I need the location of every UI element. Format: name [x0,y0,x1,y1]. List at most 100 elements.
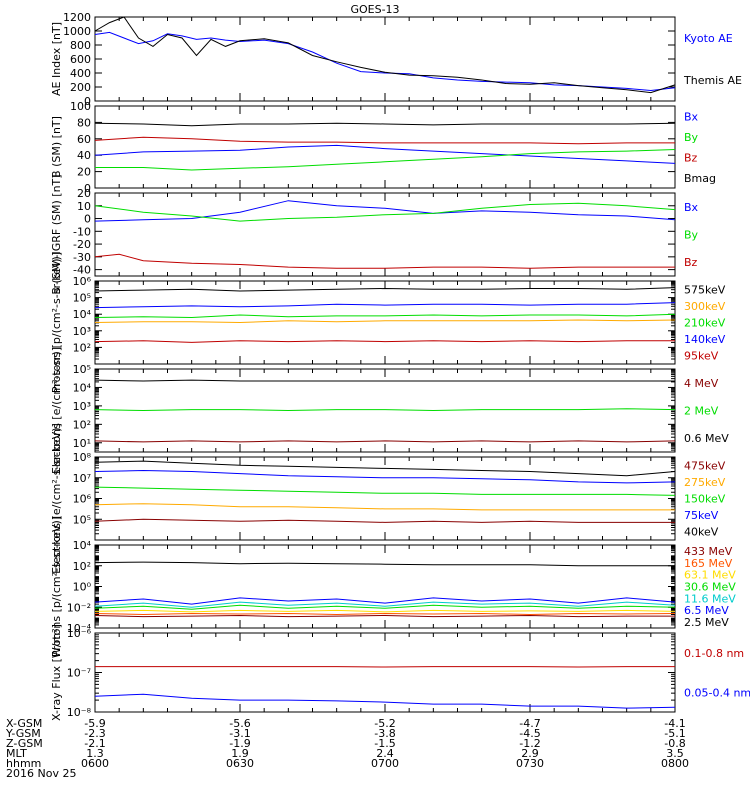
y-tick-label: 10⁻⁸ [67,706,92,719]
legend-label: 40keV [684,526,719,539]
series-line-ae-0 [94,31,676,92]
series-line-protons2-0 [94,614,675,618]
x-row-value: 0630 [226,757,254,770]
y-tick-label: 10⁻⁶ [67,627,92,640]
legend-label: 140keV [684,333,726,346]
y-axis-label: Protons [p/(cm²-s-sr-keV)] [50,516,63,657]
panel-frame [94,280,676,365]
legend-label: By [684,131,699,144]
legend-label: 95keV [684,350,719,363]
x-row-value: 0730 [516,757,544,770]
y-tick-label: 10⁵ [73,513,91,526]
series-line-electrons2-4 [94,460,676,477]
x-row-value: 2.4 [376,747,394,760]
legend-label: 2.5 MeV [684,616,729,629]
y-tick-label: 10⁻⁴ [67,622,92,635]
y-tick-label: 10⁷ [73,472,91,485]
y-axis-label: AE Index [nT] [50,22,63,96]
x-row-value: -5.9 [84,717,105,730]
x-row-label: X-GSM [6,717,42,730]
series-line-bsm-3 [94,122,676,127]
legend-label: Bmag [684,172,716,185]
y-tick-label: -30 [73,251,91,264]
x-row-value: -4.7 [519,717,540,730]
series-line-bsm-1 [95,149,676,171]
y-tick-label: -40 [73,264,91,277]
x-row-value: -4.5 [519,727,540,740]
panel-frame [94,16,676,102]
x-row-value: -1.2 [519,737,540,750]
y-tick-label: 10³ [73,400,91,413]
series-line-bsm-0 [94,144,676,164]
legend-label: 0.05-0.4 nm [684,686,750,699]
x-row-value: 2.9 [521,747,539,760]
series-line-protons2-1 [94,612,676,616]
series-line-protons2-5 [94,597,676,605]
series-line-electrons1-0 [94,440,676,443]
y-tick-label: 10⁶ [73,275,92,288]
legend-label: 275keV [684,476,726,489]
panel-frame [94,192,676,277]
legend-label: Themis AE [683,74,742,87]
y-axis-label: Electrons [e/(cm²-s-sr)] [50,347,63,474]
y-axis-label: Protons [p/(cm²-s-sr-keV)] [50,252,63,393]
series-line-electrons2-1 [94,503,675,511]
legend-label: 11.6 MeV [684,592,736,605]
y-tick-label: 40 [77,149,91,162]
series-line-xray-1 [94,693,676,709]
y-tick-label: 20 [77,166,91,179]
y-tick-label: 200 [70,81,91,94]
panel-frame [94,456,676,541]
series-line-protons1-2 [94,313,676,319]
panel-protons1: 10² 10³ 10⁴ 10⁵ 10⁶ Protons [p/(cm²-s-sr-keV)… [50,252,726,393]
series-line-protons1-1 [94,319,676,324]
x-row-value: 3.5 [666,747,684,760]
y-tick-label: 100 [70,100,91,113]
y-tick-label: 800 [70,39,91,52]
y-tick-label: 10⁻² [67,601,91,614]
legend-label: Bx [684,110,699,123]
legend-label: 210keV [684,317,726,330]
y-tick-label: 10⁵ [73,363,91,376]
x-row-value: -4.1 [664,717,685,730]
x-row-value: -0.8 [664,737,685,750]
x-row-value: 0600 [81,757,109,770]
y-tick-label: 0 [84,182,91,195]
legend-label: Bz [684,151,698,164]
panel-electrons1: 10¹ 10² 10³ 10⁴ 10⁵ Electrons [e/(cm²-s-sr)] 4… [50,347,729,474]
y-tick-label: 80 [77,116,91,129]
x-row-value: -5.1 [664,727,685,740]
x-row-value: 0800 [661,757,689,770]
x-row-value: 1.3 [86,747,104,760]
y-axis-label: X-ray Flux [W/m²] [50,624,63,721]
legend-label: 4 MeV [684,377,719,390]
x-row-value: -2.1 [84,737,105,750]
series-line-electrons2-0 [94,518,675,523]
x-row-value: -5.2 [374,717,395,730]
y-tick-label: 1200 [63,11,91,24]
series-line-protons1-4 [94,340,675,343]
y-axis-label: Electrons [e/(cm²-s-sr-keV)] [50,423,63,574]
legend-label: 0.1-0.8 nm [684,647,744,660]
panel-xray: 10⁻⁸ 10⁻⁷ 10⁻⁶ X-ray Flux [W/m²] 0.1-0.8 nm 0… [50,624,750,721]
legend-label: By [684,229,699,242]
y-tick-label: 60 [77,133,91,146]
x-axis-rows: X-GSM -5.9 -5.6 -5.2 -4.7 -4.1 Y-GSM -2.3 -3.1 -3… [5,717,689,780]
x-row-label: Z-GSM [6,737,43,750]
y-tick-label: 10 [77,200,91,213]
series-line-protons2-2 [94,609,676,613]
y-tick-label: 10¹ [73,437,91,450]
y-tick-label: 10⁸ [73,451,92,464]
y-tick-label: 0 [84,213,91,226]
legend-label: 575keV [684,283,726,296]
legend-label: 433 MeV [684,545,733,558]
x-row-value: 0700 [371,757,399,770]
legend-label: 300keV [684,300,726,313]
panel-bsm: 0 20 40 60 80 100 B (SM) [nT] Bx By Bz Bmag [50,100,716,195]
y-tick-label: -20 [73,238,91,251]
y-tick-label: 10⁴ [73,308,92,321]
x-row-value: -1.9 [229,737,250,750]
y-tick-label: -10 [73,225,91,238]
series-line-protons2-4 [94,601,676,608]
